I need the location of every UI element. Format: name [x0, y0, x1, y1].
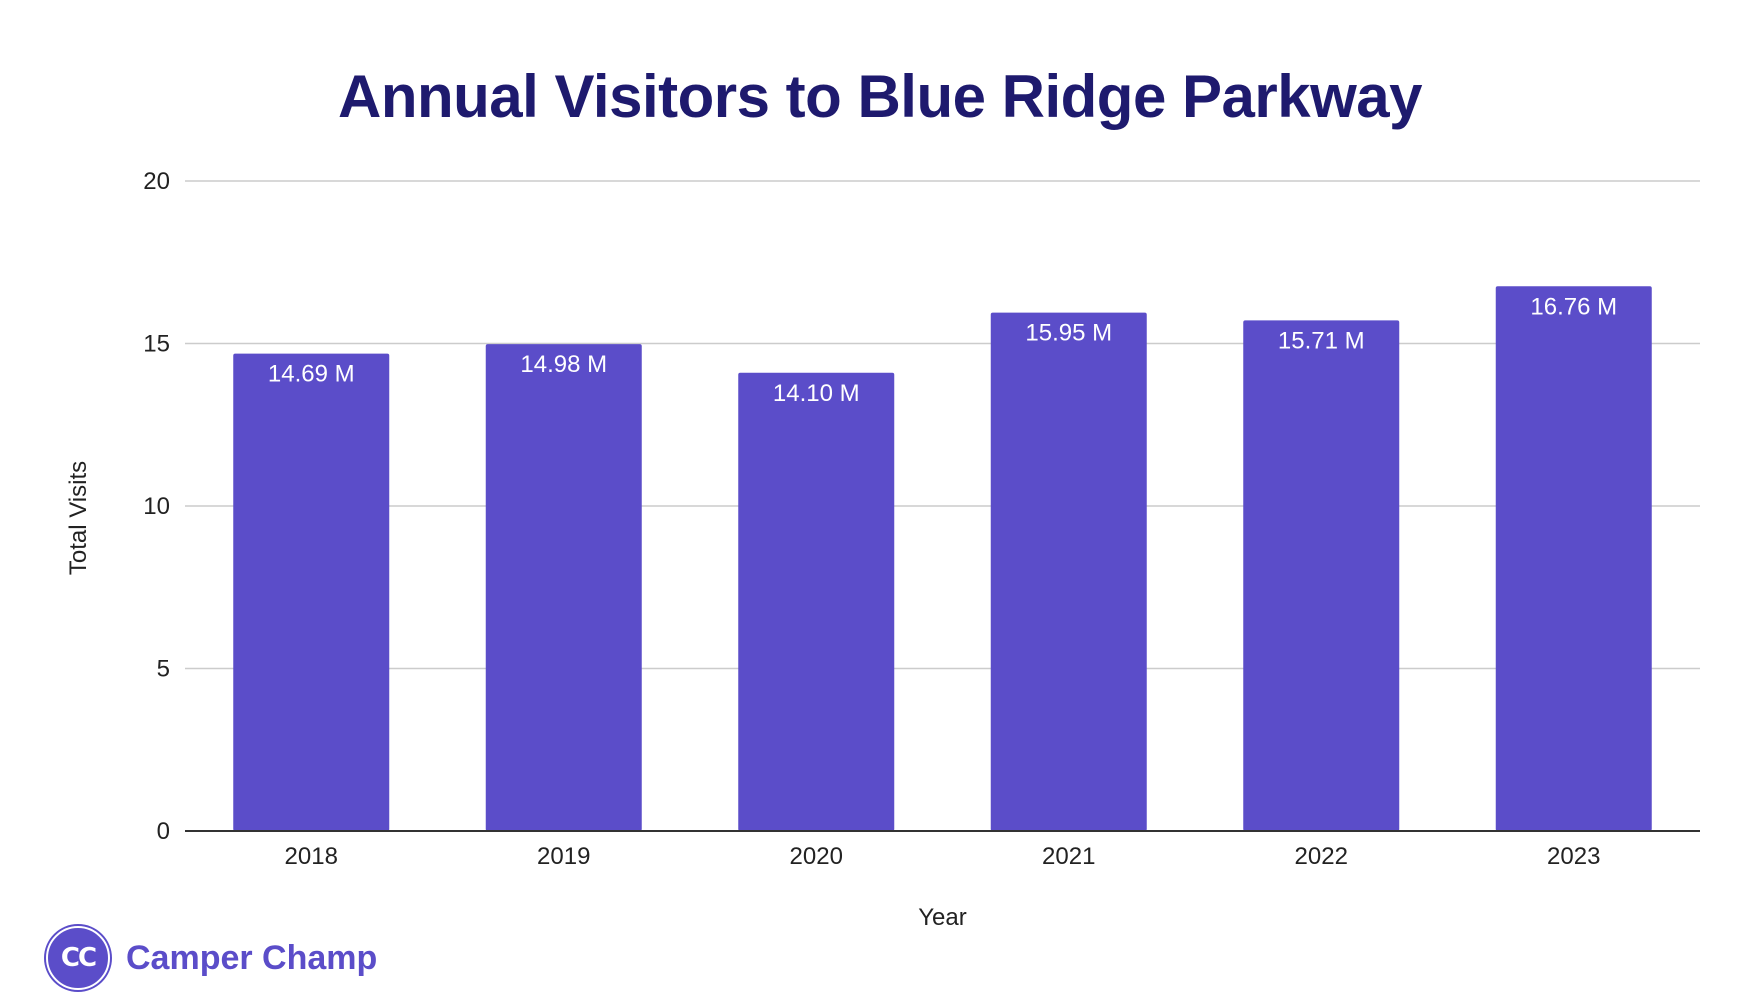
brand-name: Camper Champ [126, 938, 378, 977]
bar [738, 372, 895, 831]
bar-data-label: 14.98 M [520, 351, 607, 378]
gridlines [185, 180, 1700, 670]
y-tick-label: 5 [157, 656, 170, 683]
x-axis-ticks: 2018 2019 2020 2021 2022 2023 [285, 843, 1601, 870]
bar [990, 312, 1147, 831]
bars [233, 286, 1652, 831]
bar [1243, 320, 1400, 831]
y-axis-title: Total Visits [65, 461, 92, 575]
x-tick-label: 2018 [285, 843, 338, 870]
bar [1495, 286, 1652, 831]
bar-data-label: 16.76 M [1530, 293, 1617, 320]
x-axis-title: Year [918, 904, 967, 931]
bar [485, 344, 642, 831]
x-tick-label: 2021 [1042, 843, 1095, 870]
y-tick-label: 10 [143, 493, 170, 520]
x-tick-label: 2020 [790, 843, 843, 870]
x-tick-label: 2022 [1295, 843, 1348, 870]
y-axis-ticks: 0 5 10 15 20 [143, 168, 170, 845]
bar-data-labels: 14.69 M 14.98 M 14.10 M 15.95 M 15.71 M 16.76… [268, 293, 1617, 406]
y-tick-label: 20 [143, 168, 170, 195]
brand: CC Camper Champ [46, 926, 377, 990]
bar-data-label: 15.71 M [1278, 327, 1365, 354]
y-tick-label: 15 [143, 331, 170, 358]
y-tick-label: 0 [157, 818, 170, 845]
bar-data-label: 15.95 M [1025, 320, 1112, 347]
chart-title: Annual Visitors to Blue Ridge Parkway [338, 63, 1423, 130]
x-tick-label: 2019 [537, 843, 590, 870]
camper-champ-logo: CC [46, 926, 110, 990]
bar-data-label: 14.69 M [268, 361, 355, 388]
bar [233, 353, 390, 831]
x-tick-label: 2023 [1547, 843, 1600, 870]
bar-data-label: 14.10 M [773, 380, 860, 407]
